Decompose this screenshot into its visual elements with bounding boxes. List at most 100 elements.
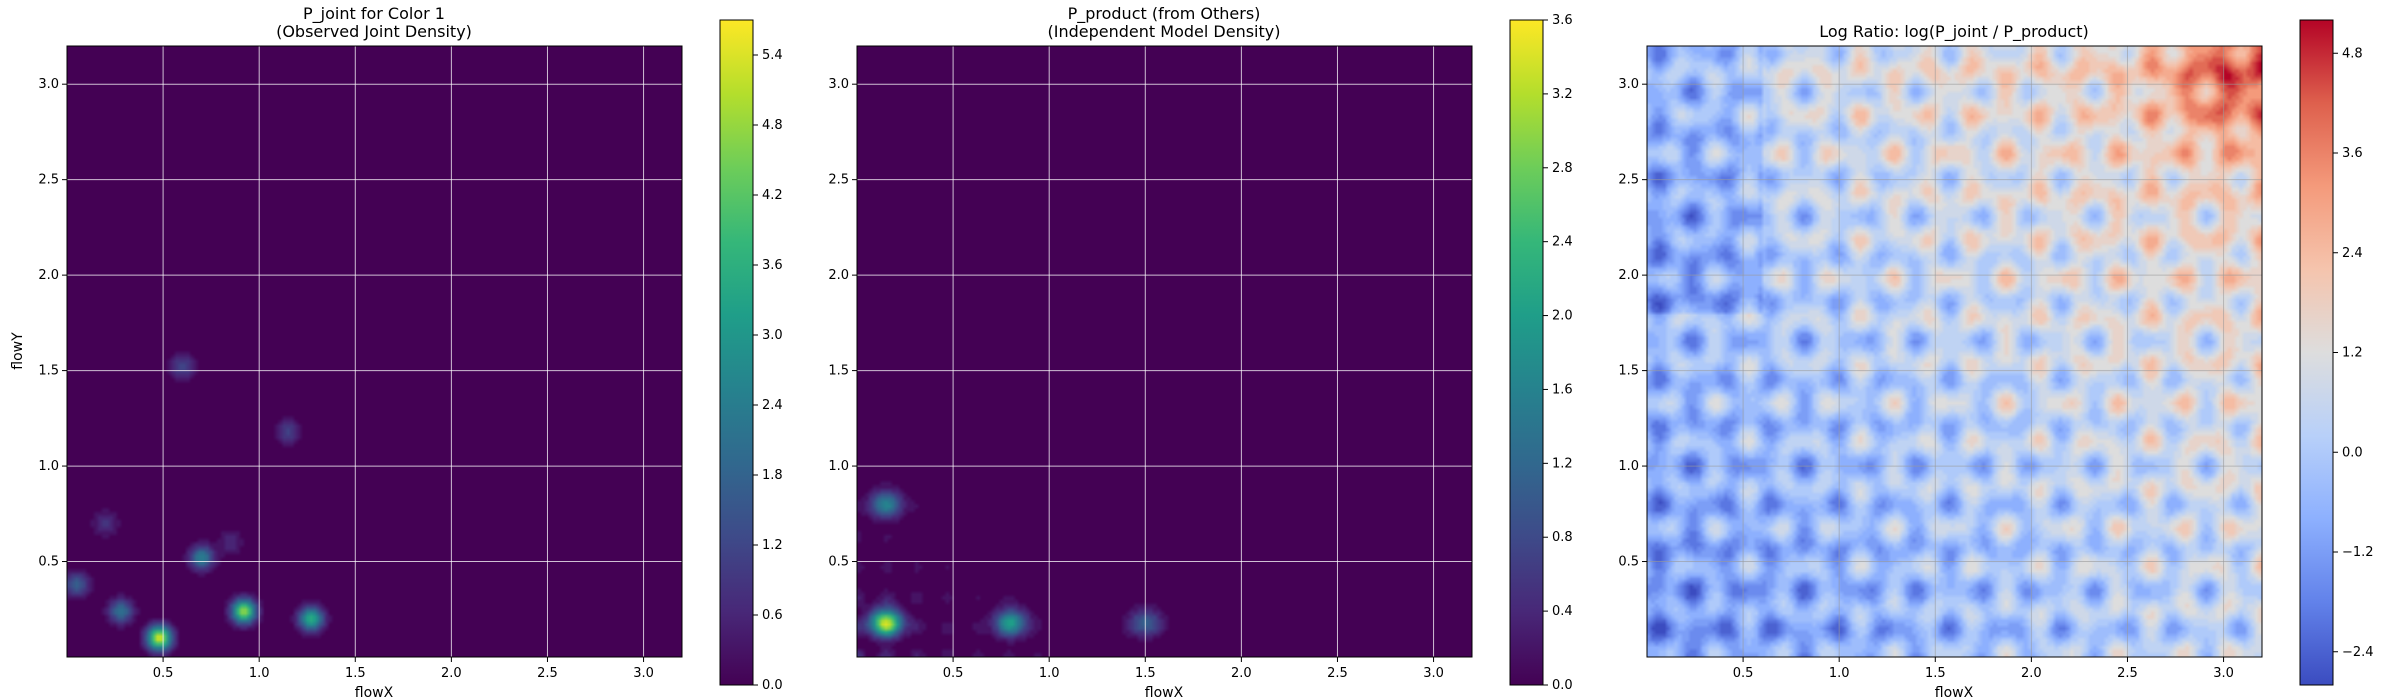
colorbar-tick-label: 1.2 [762,538,783,553]
colorbar-tick-label: 1.6 [1552,382,1573,397]
colorbar-tick-label: 4.8 [2342,46,2363,61]
y-tick-label: 3.0 [1618,77,1639,92]
colorbar-tick-label: 2.4 [1552,235,1573,250]
x-tick-label: 1.0 [1829,666,1850,681]
x-tick-label: 2.0 [441,666,462,681]
heatmap-density-image [67,46,682,657]
chart-title-line-1: P_joint for Color 1 [303,4,445,24]
y-tick-label: 0.5 [38,555,59,570]
x-tick-label: 1.5 [1135,666,1156,681]
colorbar-tick-label: 5.4 [762,48,783,63]
x-tick-label: 2.5 [1327,666,1348,681]
y-axis-ticks: 0.5 1.0 1.5 2.0 2.5 3.0 [828,77,857,570]
heatmap-plot-area [857,46,1472,657]
y-tick-label: 1.5 [38,364,59,379]
colorbar-tick-label: −2.4 [2342,645,2374,660]
colorbar: 0.0 0.6 1.2 1.8 2.4 3.0 3.6 4.2 4.8 5.4 [719,19,783,693]
panel-log-ratio: Log Ratio: log(P_joint / P_product) 0.5 1… [1618,19,2374,700]
y-tick-label: 0.5 [1618,555,1639,570]
colorbar-tick-label: 4.2 [762,188,783,203]
colorbar-ticks: 0.0 0.4 0.8 1.2 1.6 2.0 2.4 2.8 3.2 3.6 [1543,13,1573,693]
y-tick-label: 2.5 [828,173,849,188]
colorbar-tick-label: 0.0 [762,678,783,693]
colorbar: −2.4 −1.2 0.0 1.2 2.4 3.6 4.8 [2299,19,2374,686]
y-axis-label: flowY [10,332,26,370]
colorbar: 0.0 0.4 0.8 1.2 1.6 2.0 2.4 2.8 3.2 3.6 [1509,13,1573,693]
colorbar-tick-label: 3.6 [1552,13,1573,28]
colorbar-gradient [720,20,753,685]
x-tick-label: 1.5 [345,666,366,681]
y-tick-label: 2.0 [828,268,849,283]
colorbar-tick-label: 3.2 [1552,87,1573,102]
x-tick-label: 1.5 [1925,666,1946,681]
x-axis-label: flowX [355,685,394,700]
x-tick-label: 0.5 [153,666,174,681]
plot-frame [856,45,1473,658]
x-axis-label: flowX [1935,685,1974,700]
colorbar-tick-label: 2.4 [2342,246,2363,261]
heatmap-plot-area [1647,46,2262,657]
colorbar-gradient [1510,20,1543,685]
y-tick-label: 2.5 [1618,173,1639,188]
x-tick-label: 2.5 [2117,666,2138,681]
colorbar-gradient [2300,20,2333,685]
x-tick-label: 2.0 [1231,666,1252,681]
colorbar-tick-label: 1.2 [1552,456,1573,471]
x-axis-label: flowX [1145,685,1184,700]
x-tick-label: 2.5 [537,666,558,681]
colorbar-tick-label: 2.4 [762,398,783,413]
chart-title-line-1: P_product (from Others) [1068,4,1261,24]
x-tick-label: 1.0 [1039,666,1060,681]
chart-title-line-2: (Observed Joint Density) [276,22,472,41]
y-tick-label: 1.0 [38,459,59,474]
colorbar-tick-label: 0.8 [1552,530,1573,545]
y-tick-label: 0.5 [828,555,849,570]
grid-lines [857,46,1472,657]
y-tick-label: 2.5 [38,173,59,188]
colorbar-ticks: 0.0 0.6 1.2 1.8 2.4 3.0 3.6 4.2 4.8 5.4 [753,48,783,693]
x-tick-label: 3.0 [1423,666,1444,681]
colorbar-frame [719,19,754,686]
x-tick-label: 3.0 [633,666,654,681]
y-tick-label: 1.5 [1618,364,1639,379]
plot-frame [66,45,683,658]
chart-title-line-2: (Independent Model Density) [1048,22,1281,41]
colorbar-tick-label: −1.2 [2342,545,2374,560]
panel-product-density: P_product (from Others) (Independent Mod… [828,4,1572,700]
colorbar-tick-label: 3.6 [762,258,783,273]
y-tick-label: 3.0 [828,77,849,92]
colorbar-tick-label: 4.8 [762,118,783,133]
y-tick-label: 3.0 [38,77,59,92]
x-tick-label: 0.5 [1733,666,1754,681]
y-tick-label: 2.0 [1618,268,1639,283]
x-axis-ticks: 0.5 1.0 1.5 2.0 2.5 3.0 [943,657,1444,681]
y-tick-label: 1.0 [1618,459,1639,474]
panel-joint-density: P_joint for Color 1 (Observed Joint Dens… [10,4,783,700]
colorbar-tick-label: 1.2 [2342,346,2363,361]
heatmap-plot-area [67,46,682,657]
colorbar-tick-label: 0.4 [1552,604,1573,619]
colorbar-tick-label: 2.0 [1552,309,1573,324]
colorbar-tick-label: 3.0 [762,328,783,343]
chart-title: Log Ratio: log(P_joint / P_product) [1819,22,2089,42]
heatmap-density-image [857,46,1472,657]
colorbar-tick-label: 2.8 [1552,161,1573,176]
colorbar-tick-label: 0.0 [2342,445,2363,460]
heatmap-ratio-image [1647,46,2262,657]
colorbar-tick-label: 3.6 [2342,146,2363,161]
colorbar-ticks: −2.4 −1.2 0.0 1.2 2.4 3.6 4.8 [2333,46,2374,660]
x-tick-label: 0.5 [943,666,964,681]
plot-frame [1646,45,2263,658]
x-axis-ticks: 0.5 1.0 1.5 2.0 2.5 3.0 [1733,657,2234,681]
grid-lines [67,46,682,657]
colorbar-tick-label: 0.6 [762,608,783,623]
x-tick-label: 2.0 [2021,666,2042,681]
x-axis-ticks: 0.5 1.0 1.5 2.0 2.5 3.0 [153,657,654,681]
x-tick-label: 3.0 [2213,666,2234,681]
colorbar-tick-label: 1.8 [762,468,783,483]
y-tick-label: 1.0 [828,459,849,474]
y-axis-ticks: 0.5 1.0 1.5 2.0 2.5 3.0 [38,77,67,570]
y-tick-label: 1.5 [828,364,849,379]
colorbar-frame [1509,19,1544,686]
